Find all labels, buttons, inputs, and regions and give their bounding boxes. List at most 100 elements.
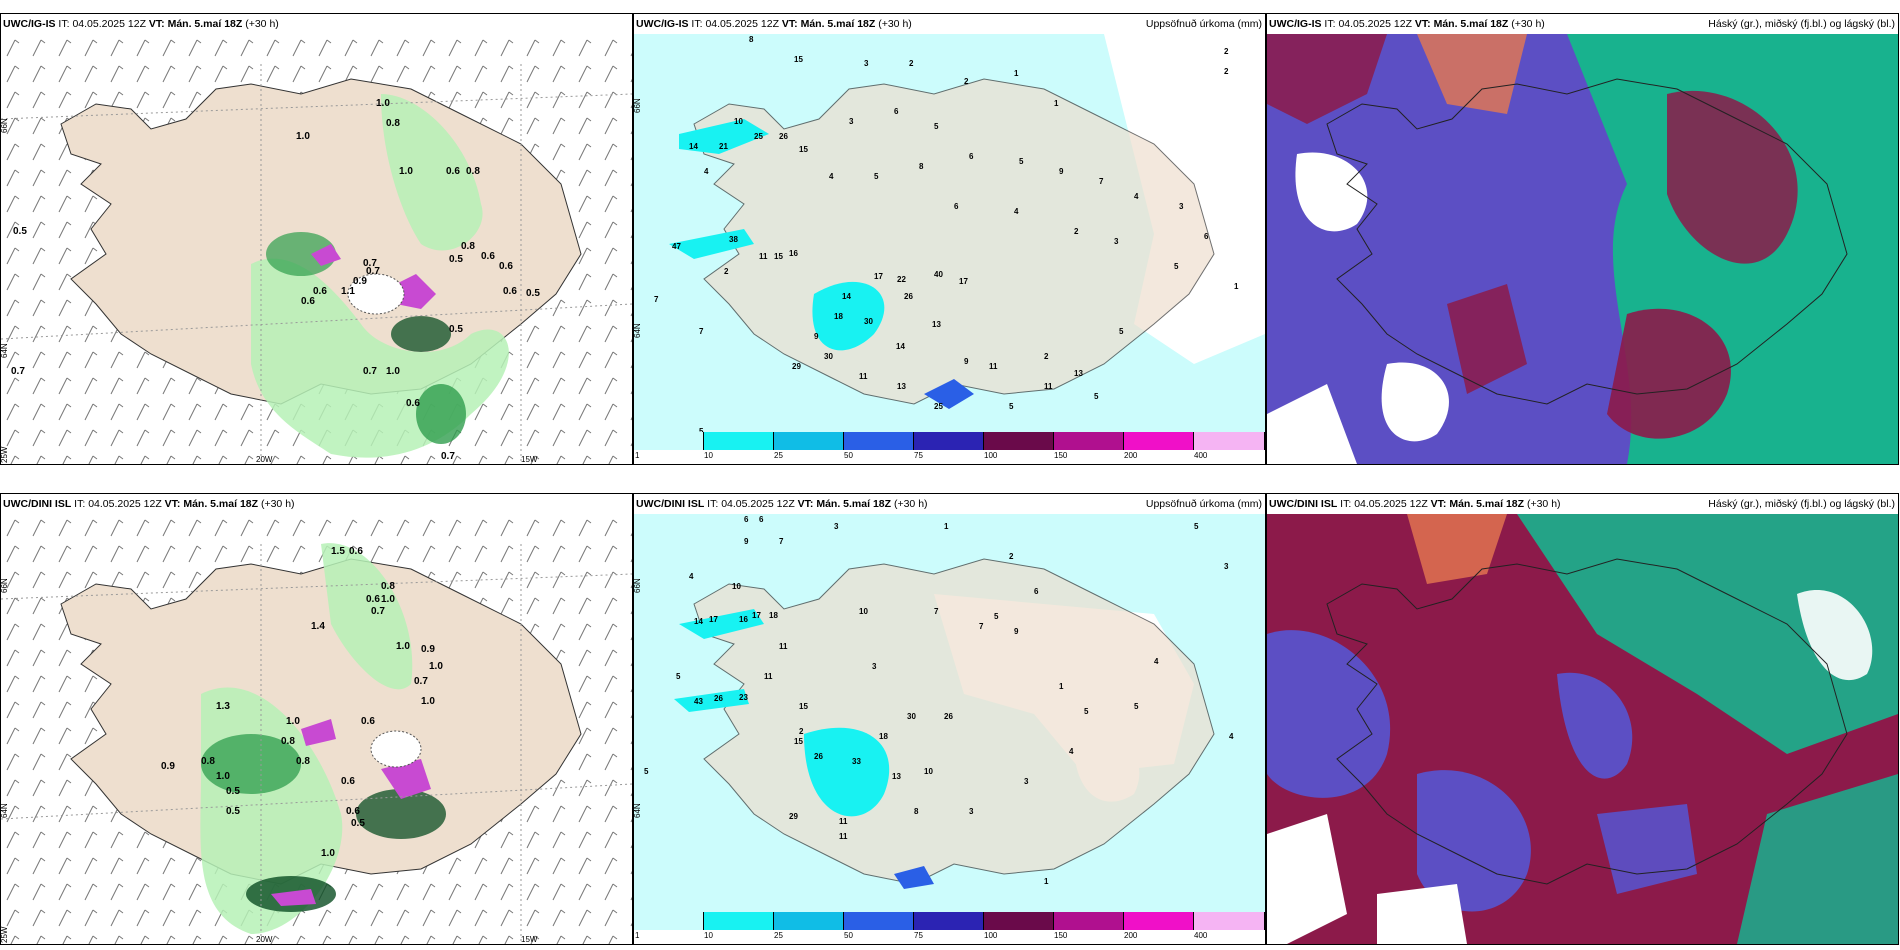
vt-value: Mán. 5.maí 18Z (167, 18, 243, 30)
it-value: 04.05.2025 12Z (705, 18, 779, 30)
product-title: Uppsöfnuð úrkoma (mm) (1145, 18, 1262, 30)
wind-value: 0.7 (414, 676, 428, 687)
precip-value: 40 (934, 270, 943, 279)
precip-value: 5 (874, 172, 879, 181)
wind-value: 1.0 (429, 661, 443, 672)
precip-value: 6 (759, 515, 764, 524)
precip-value: 7 (654, 295, 659, 304)
precip-value: 10 (734, 117, 743, 126)
model-name: UWC/DINI ISL (1269, 498, 1338, 510)
precip-value: 5 (699, 427, 704, 436)
legend-label: 10 (704, 451, 713, 460)
lon-label: 20W (256, 935, 273, 944)
wind-value: 0.7 (366, 266, 380, 277)
wind-value: 0.8 (296, 756, 310, 767)
wind-value: 0.6 (361, 716, 375, 727)
precip-value: 10 (732, 582, 741, 591)
vt-label: VT: (148, 18, 165, 30)
legend-swatch (984, 432, 1054, 450)
vt-label: VT: (1430, 498, 1447, 510)
precip-value: 15 (799, 702, 808, 711)
model-name: UWC/DINI ISL (636, 498, 705, 510)
product-title: Háský (gr.), miðský (fj.bl.) og lágský (… (1708, 498, 1895, 510)
precip-value: 6 (744, 515, 749, 524)
lon-label: 15W (521, 455, 538, 464)
wind-value: 0.5 (351, 818, 365, 829)
precip-value: 26 (814, 752, 823, 761)
lon-label: 25W (1, 926, 9, 943)
precip-value: 15 (794, 55, 803, 64)
lat-label: 64N (1, 803, 9, 818)
it-label: IT: (1340, 498, 1352, 510)
precip-value: 11 (859, 372, 868, 381)
precip-value: 2 (1009, 552, 1014, 561)
precip-value: 4 (1134, 192, 1139, 201)
product-title: Uppsöfnuð úrkoma (mm) (1145, 498, 1262, 510)
precip-value: 30 (907, 712, 916, 721)
precip-value: 7 (699, 327, 704, 336)
legend-swatch (844, 912, 914, 930)
precip-value: 11 (989, 362, 998, 371)
wind-value: 1.0 (376, 98, 390, 109)
wind-value: 0.6 (341, 776, 355, 787)
map-panel-dini-clouds: UWC/DINI ISL IT: 04.05.2025 12Z VT: Mán.… (1266, 493, 1899, 945)
precip-value: 47 (672, 242, 681, 251)
precip-value: 3 (1024, 777, 1029, 786)
wind-value: 1.0 (399, 166, 413, 177)
precip-value: 23 (739, 693, 748, 702)
vt-label: VT: (781, 18, 798, 30)
precip-value: 14 (694, 617, 703, 626)
it-value: 04.05.2025 12Z (88, 498, 162, 510)
legend-swatch (1124, 912, 1194, 930)
precip-value: 30 (824, 352, 833, 361)
map-panel-igis-precip: UWC/IG-IS IT: 04.05.2025 12Z VT: Mán. 5.… (633, 13, 1266, 465)
wind-value: 1.4 (311, 621, 325, 632)
legend-swatch (774, 432, 844, 450)
wind-value: 0.6 (406, 398, 420, 409)
precip-value: 18 (834, 312, 843, 321)
lead-time: (+30 h) (878, 18, 912, 30)
precip-value: 17 (959, 277, 968, 286)
lon-label: 20W (256, 455, 273, 464)
precip-value: 3 (1114, 237, 1119, 246)
precip-value: 4 (1014, 207, 1019, 216)
precip-value: 3 (834, 522, 839, 531)
legend-label: 75 (914, 451, 923, 460)
lon-label: 15W (521, 935, 538, 944)
precip-value: 1 (944, 522, 949, 531)
panel-header: UWC/DINI ISL IT: 04.05.2025 12Z VT: Mán.… (634, 494, 1265, 514)
precip-value: 26 (714, 694, 723, 703)
wind-value: 0.8 (461, 241, 475, 252)
precip-value: 5 (1194, 522, 1199, 531)
legend-label: 25 (774, 931, 783, 940)
legend-label: 50 (844, 931, 853, 940)
it-label: IT: (691, 18, 703, 30)
cloud-map-bottom (1267, 514, 1898, 944)
precip-value: 29 (792, 362, 801, 371)
legend-swatch (1194, 432, 1265, 450)
precip-value: 15 (774, 252, 783, 261)
precip-value: 2 (1044, 352, 1049, 361)
precip-value: 26 (904, 292, 913, 301)
it-label: IT: (707, 498, 719, 510)
precip-value: 17 (752, 611, 761, 620)
precip-value: 1 (1014, 69, 1019, 78)
precip-value: 2 (1224, 67, 1229, 76)
legend-swatch (634, 432, 704, 450)
wind-value: 1.0 (396, 641, 410, 652)
legend-label: 100 (984, 451, 998, 460)
wind-value: 0.5 (449, 254, 463, 265)
lat-label: 66N (1, 578, 9, 593)
precip-value: 10 (924, 767, 933, 776)
legend-label: 25 (774, 451, 783, 460)
cloud-map-top (1267, 34, 1898, 464)
precip-value: 30 (864, 317, 873, 326)
precip-value: 13 (892, 772, 901, 781)
precip-value: 16 (789, 249, 798, 258)
legend-swatch (1054, 912, 1124, 930)
vt-label: VT: (797, 498, 814, 510)
legend-label: 150 (1054, 451, 1068, 460)
legend-label: 200 (1124, 931, 1138, 940)
precip-value: 13 (932, 320, 941, 329)
precip-map-bottom: 6 6 3 1 5 9 7 3 2 10 14 17 16 17 18 11 4… (634, 514, 1265, 926)
